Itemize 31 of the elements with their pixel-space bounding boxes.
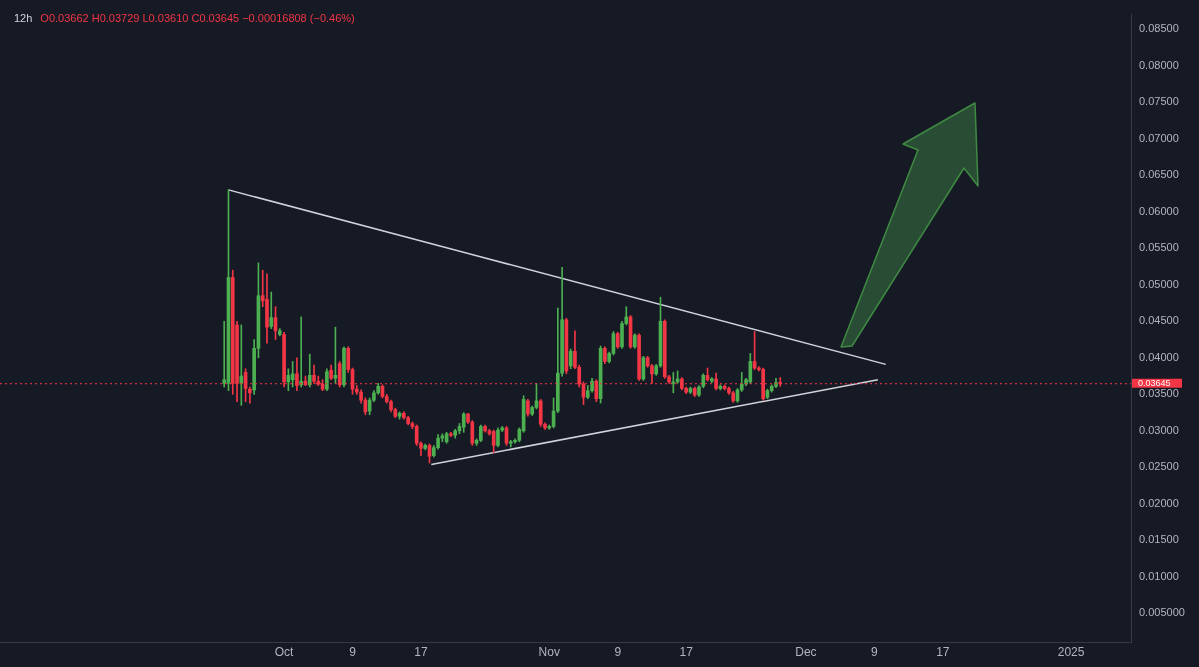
x-tick-label: 9 bbox=[349, 645, 357, 660]
y-tick-label: 0.08000 bbox=[1139, 58, 1179, 71]
x-tick-label: Dec bbox=[795, 645, 817, 660]
candlestick bbox=[239, 324, 244, 406]
x-tick-label: 2025 bbox=[1057, 645, 1085, 660]
y-tick-label: 0.06500 bbox=[1139, 168, 1179, 181]
annotation: O0.03662 H0.03729 L0.03610 C0.03645 −0.00016808 (−0.46%) bbox=[40, 12, 355, 24]
y-tick-label: 0.04500 bbox=[1139, 314, 1179, 327]
x-tick-label: 17 bbox=[936, 645, 950, 660]
y-tick-label: 0.02000 bbox=[1139, 496, 1179, 509]
x-tick-label: 17 bbox=[679, 645, 694, 660]
y-tick-label: 0.01000 bbox=[1139, 569, 1179, 582]
y-tick-label: 0.005000 bbox=[1139, 606, 1185, 619]
y-tick-label: 0.05500 bbox=[1139, 241, 1179, 254]
y-tick-label: 0.05000 bbox=[1139, 277, 1179, 290]
y-tick-label: 0.06000 bbox=[1139, 204, 1179, 217]
y-tick-label: 0.08500 bbox=[1139, 22, 1179, 35]
ref-line-label: 0.03645 bbox=[1138, 378, 1171, 389]
chart-title: 12h bbox=[14, 12, 33, 24]
y-tick-label: 0.02500 bbox=[1139, 460, 1179, 473]
y-tick-label: 0.07500 bbox=[1139, 95, 1179, 108]
x-tick-label: 9 bbox=[871, 645, 879, 660]
y-tick-label: 0.03500 bbox=[1139, 387, 1179, 400]
x-tick-label: 17 bbox=[414, 645, 428, 660]
y-tick-label: 0.04000 bbox=[1139, 350, 1179, 363]
y-tick-label: 0.03000 bbox=[1139, 423, 1179, 436]
y-tick-label: 0.07000 bbox=[1139, 131, 1179, 144]
x-tick-label: 9 bbox=[614, 645, 622, 660]
y-tick-label: 0.01500 bbox=[1139, 533, 1179, 546]
x-tick-label: Oct bbox=[274, 645, 295, 660]
x-tick-label: Nov bbox=[538, 645, 560, 660]
